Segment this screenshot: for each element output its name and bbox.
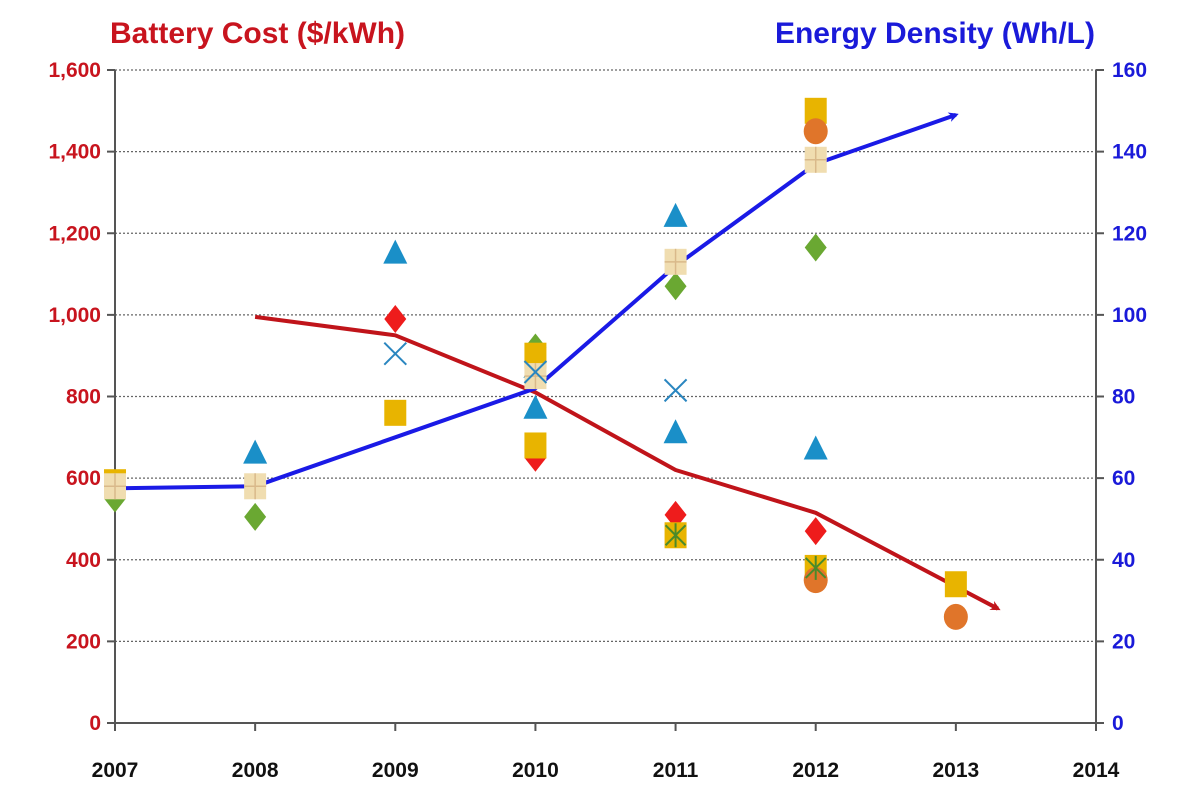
right-tick-label: 160 <box>1112 59 1147 82</box>
diamond-marker <box>664 272 687 301</box>
right-tick-label: 120 <box>1112 222 1147 245</box>
gridlines <box>115 69 1096 642</box>
triangle-marker <box>523 394 548 419</box>
right-tick-label: 140 <box>1112 141 1147 164</box>
left-tick-label: 400 <box>66 549 101 572</box>
diamond-marker <box>664 500 687 529</box>
right-tick-label: 0 <box>1112 712 1124 735</box>
x-tick-label: 2010 <box>512 759 559 782</box>
square-marker <box>524 342 547 369</box>
left-axis-title: Battery Cost ($/kWh) <box>110 17 405 50</box>
triangle-marker <box>663 419 688 444</box>
trend-lines <box>114 112 1001 611</box>
left-tick-label: 1,600 <box>48 59 101 82</box>
triangle-marker <box>243 439 268 464</box>
triangle-marker <box>383 239 408 264</box>
right-tick-label: 60 <box>1112 467 1135 490</box>
square-marker <box>944 571 967 598</box>
left-tick-label: 800 <box>66 386 101 409</box>
x-tick-label: 2011 <box>653 759 699 782</box>
diamond-marker <box>804 517 827 546</box>
x-tick-label: 2009 <box>372 759 419 782</box>
circle-marker <box>803 118 828 145</box>
right-tick-label: 80 <box>1112 386 1135 409</box>
circle-marker <box>943 603 968 630</box>
battery-cost-trend-line <box>254 314 1001 611</box>
left-tick-label: 0 <box>89 712 101 735</box>
left-tick-label: 200 <box>66 630 101 653</box>
right-tick-label: 40 <box>1112 549 1135 572</box>
right-axis-title: Energy Density (Wh/L) <box>775 17 1095 50</box>
x-marker-stroke <box>523 360 548 384</box>
x-marker-stroke <box>663 378 688 403</box>
energy-density-trend-line <box>114 112 959 491</box>
left-tick-label: 1,200 <box>48 222 101 245</box>
square-marker <box>524 432 547 459</box>
x-tick-label: 2013 <box>932 759 979 782</box>
left-tick-label: 1,400 <box>48 141 101 164</box>
triangle-marker <box>803 435 828 460</box>
x-tick-label: 2014 <box>1073 759 1120 782</box>
right-tick-label: 100 <box>1112 304 1147 327</box>
diamond-marker <box>804 233 827 262</box>
square-marker <box>804 97 827 124</box>
left-tick-label: 600 <box>66 467 101 490</box>
scatter-points <box>104 97 968 630</box>
x-tick-label: 2008 <box>232 759 279 782</box>
left-tick-label: 1,000 <box>48 304 101 327</box>
diamond-marker <box>384 304 407 333</box>
x-marker-stroke <box>383 341 407 366</box>
axes <box>107 69 1104 731</box>
x-tick-label: 2007 <box>92 759 139 782</box>
tick-labels: 0 200 400 600 800 1,000 1,200 1,400 1,600 0 20 40 60… <box>48 59 1147 782</box>
diamond-marker <box>244 502 267 531</box>
square-marker <box>384 399 407 426</box>
right-tick-label: 20 <box>1112 630 1135 653</box>
x-tick-label: 2012 <box>792 759 839 782</box>
triangle-marker <box>663 202 688 227</box>
